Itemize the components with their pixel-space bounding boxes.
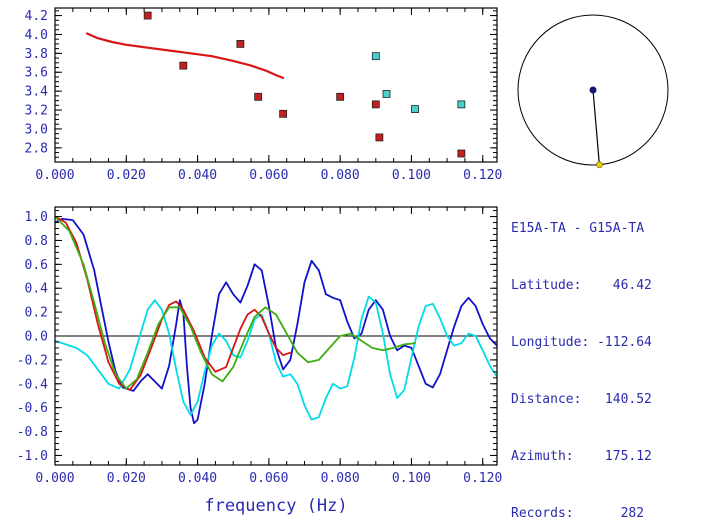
x-tick-label: 0.000 xyxy=(35,471,74,486)
y-tick-label: 3.4 xyxy=(25,85,49,100)
longitude-line: Longitude: -112.64 xyxy=(511,335,652,350)
y-tick-label: -0.4 xyxy=(17,377,48,392)
series-velocity-measurements-cyan xyxy=(371,52,466,113)
marker-square xyxy=(254,92,263,101)
y-tick-label: -0.8 xyxy=(17,425,48,440)
y-tick-label: 4.2 xyxy=(25,9,48,24)
y-tick-label: -0.6 xyxy=(17,401,48,416)
station-info-panel: E15A-TA - G15A-TA Latitude: 46.42 Longit… xyxy=(511,181,652,519)
x-tick-label: 0.000 xyxy=(35,168,74,183)
x-tick-label: 0.020 xyxy=(107,471,146,486)
x-tick-label: 0.020 xyxy=(107,168,146,183)
marker-square xyxy=(375,133,384,142)
x-tick-label: 0.040 xyxy=(178,168,217,183)
marker-square xyxy=(371,52,380,61)
plot-frame xyxy=(54,7,498,163)
series-reference-dispersion-curve xyxy=(86,32,285,79)
y-tick-label: 1.0 xyxy=(25,210,48,225)
y-tick-label: -1.0 xyxy=(17,449,48,464)
marker-square xyxy=(143,11,152,20)
azimuth-line-text: Azimuth: 175.12 xyxy=(511,449,652,464)
records-line: Records: 282 xyxy=(511,506,645,519)
y-tick-label: 0.8 xyxy=(25,234,48,249)
station-pair-label: E15A-TA - G15A-TA xyxy=(511,221,645,236)
marker-square xyxy=(382,90,391,98)
marker-square xyxy=(457,149,466,158)
x-tick-label: 0.040 xyxy=(178,471,217,486)
marker-square xyxy=(236,40,245,48)
y-tick-label: 0.6 xyxy=(25,258,48,273)
series-fit-green xyxy=(55,215,416,390)
y-tick-label: -0.2 xyxy=(17,353,48,368)
x-tick-label: 0.100 xyxy=(392,168,431,183)
series-velocity-measurements-red xyxy=(143,11,466,158)
y-tick-label: 4.0 xyxy=(25,28,48,43)
y-tick-label: 2.8 xyxy=(25,141,48,156)
y-tick-label: 3.0 xyxy=(25,122,48,137)
y-tick-label: 3.8 xyxy=(25,47,48,62)
marker-square xyxy=(457,100,466,109)
series-spectrum-blue xyxy=(55,218,497,425)
station1-dot xyxy=(589,86,597,94)
x-axis-title: frequency (Hz) xyxy=(204,496,347,516)
y-tick-label: 3.2 xyxy=(25,104,48,119)
y-tick-label: 0.0 xyxy=(25,330,48,345)
station2-dot xyxy=(595,161,603,169)
y-tick-label: 0.2 xyxy=(25,306,48,321)
marker-square xyxy=(336,92,345,101)
x-tick-label: 0.120 xyxy=(463,471,502,486)
azimuth-bearing-line xyxy=(592,89,600,165)
x-tick-label: 0.060 xyxy=(249,471,288,486)
distance-line: Distance: 140.52 xyxy=(511,392,652,407)
marker-square xyxy=(279,109,288,118)
x-tick-label: 0.080 xyxy=(321,168,360,183)
latitude-line: Latitude: 46.42 xyxy=(511,278,652,293)
x-tick-label: 0.060 xyxy=(249,168,288,183)
azimuth-circle xyxy=(517,14,669,169)
x-tick-label: 0.080 xyxy=(321,471,360,486)
marker-square xyxy=(411,105,419,113)
azimuth-circle-outline xyxy=(517,14,669,166)
waveform-chart[interactable]: 0.000 0.020 0.040 0.060 0.080 0.100 0.120 -1.0 -… xyxy=(0,193,505,519)
dispersion-chart[interactable]: 0.000 0.020 0.040 0.060 0.080 0.100 0.120 2.8 3.… xyxy=(0,0,505,193)
x-tick-label: 0.120 xyxy=(463,168,502,183)
y-tick-label: 0.4 xyxy=(25,282,49,297)
y-tick-label: 3.6 xyxy=(25,66,48,81)
series-spectrum-cyan xyxy=(55,295,497,421)
marker-square xyxy=(371,100,380,109)
x-tick-label: 0.100 xyxy=(392,471,431,486)
marker-square xyxy=(179,61,188,70)
series-fit-red xyxy=(55,215,292,391)
